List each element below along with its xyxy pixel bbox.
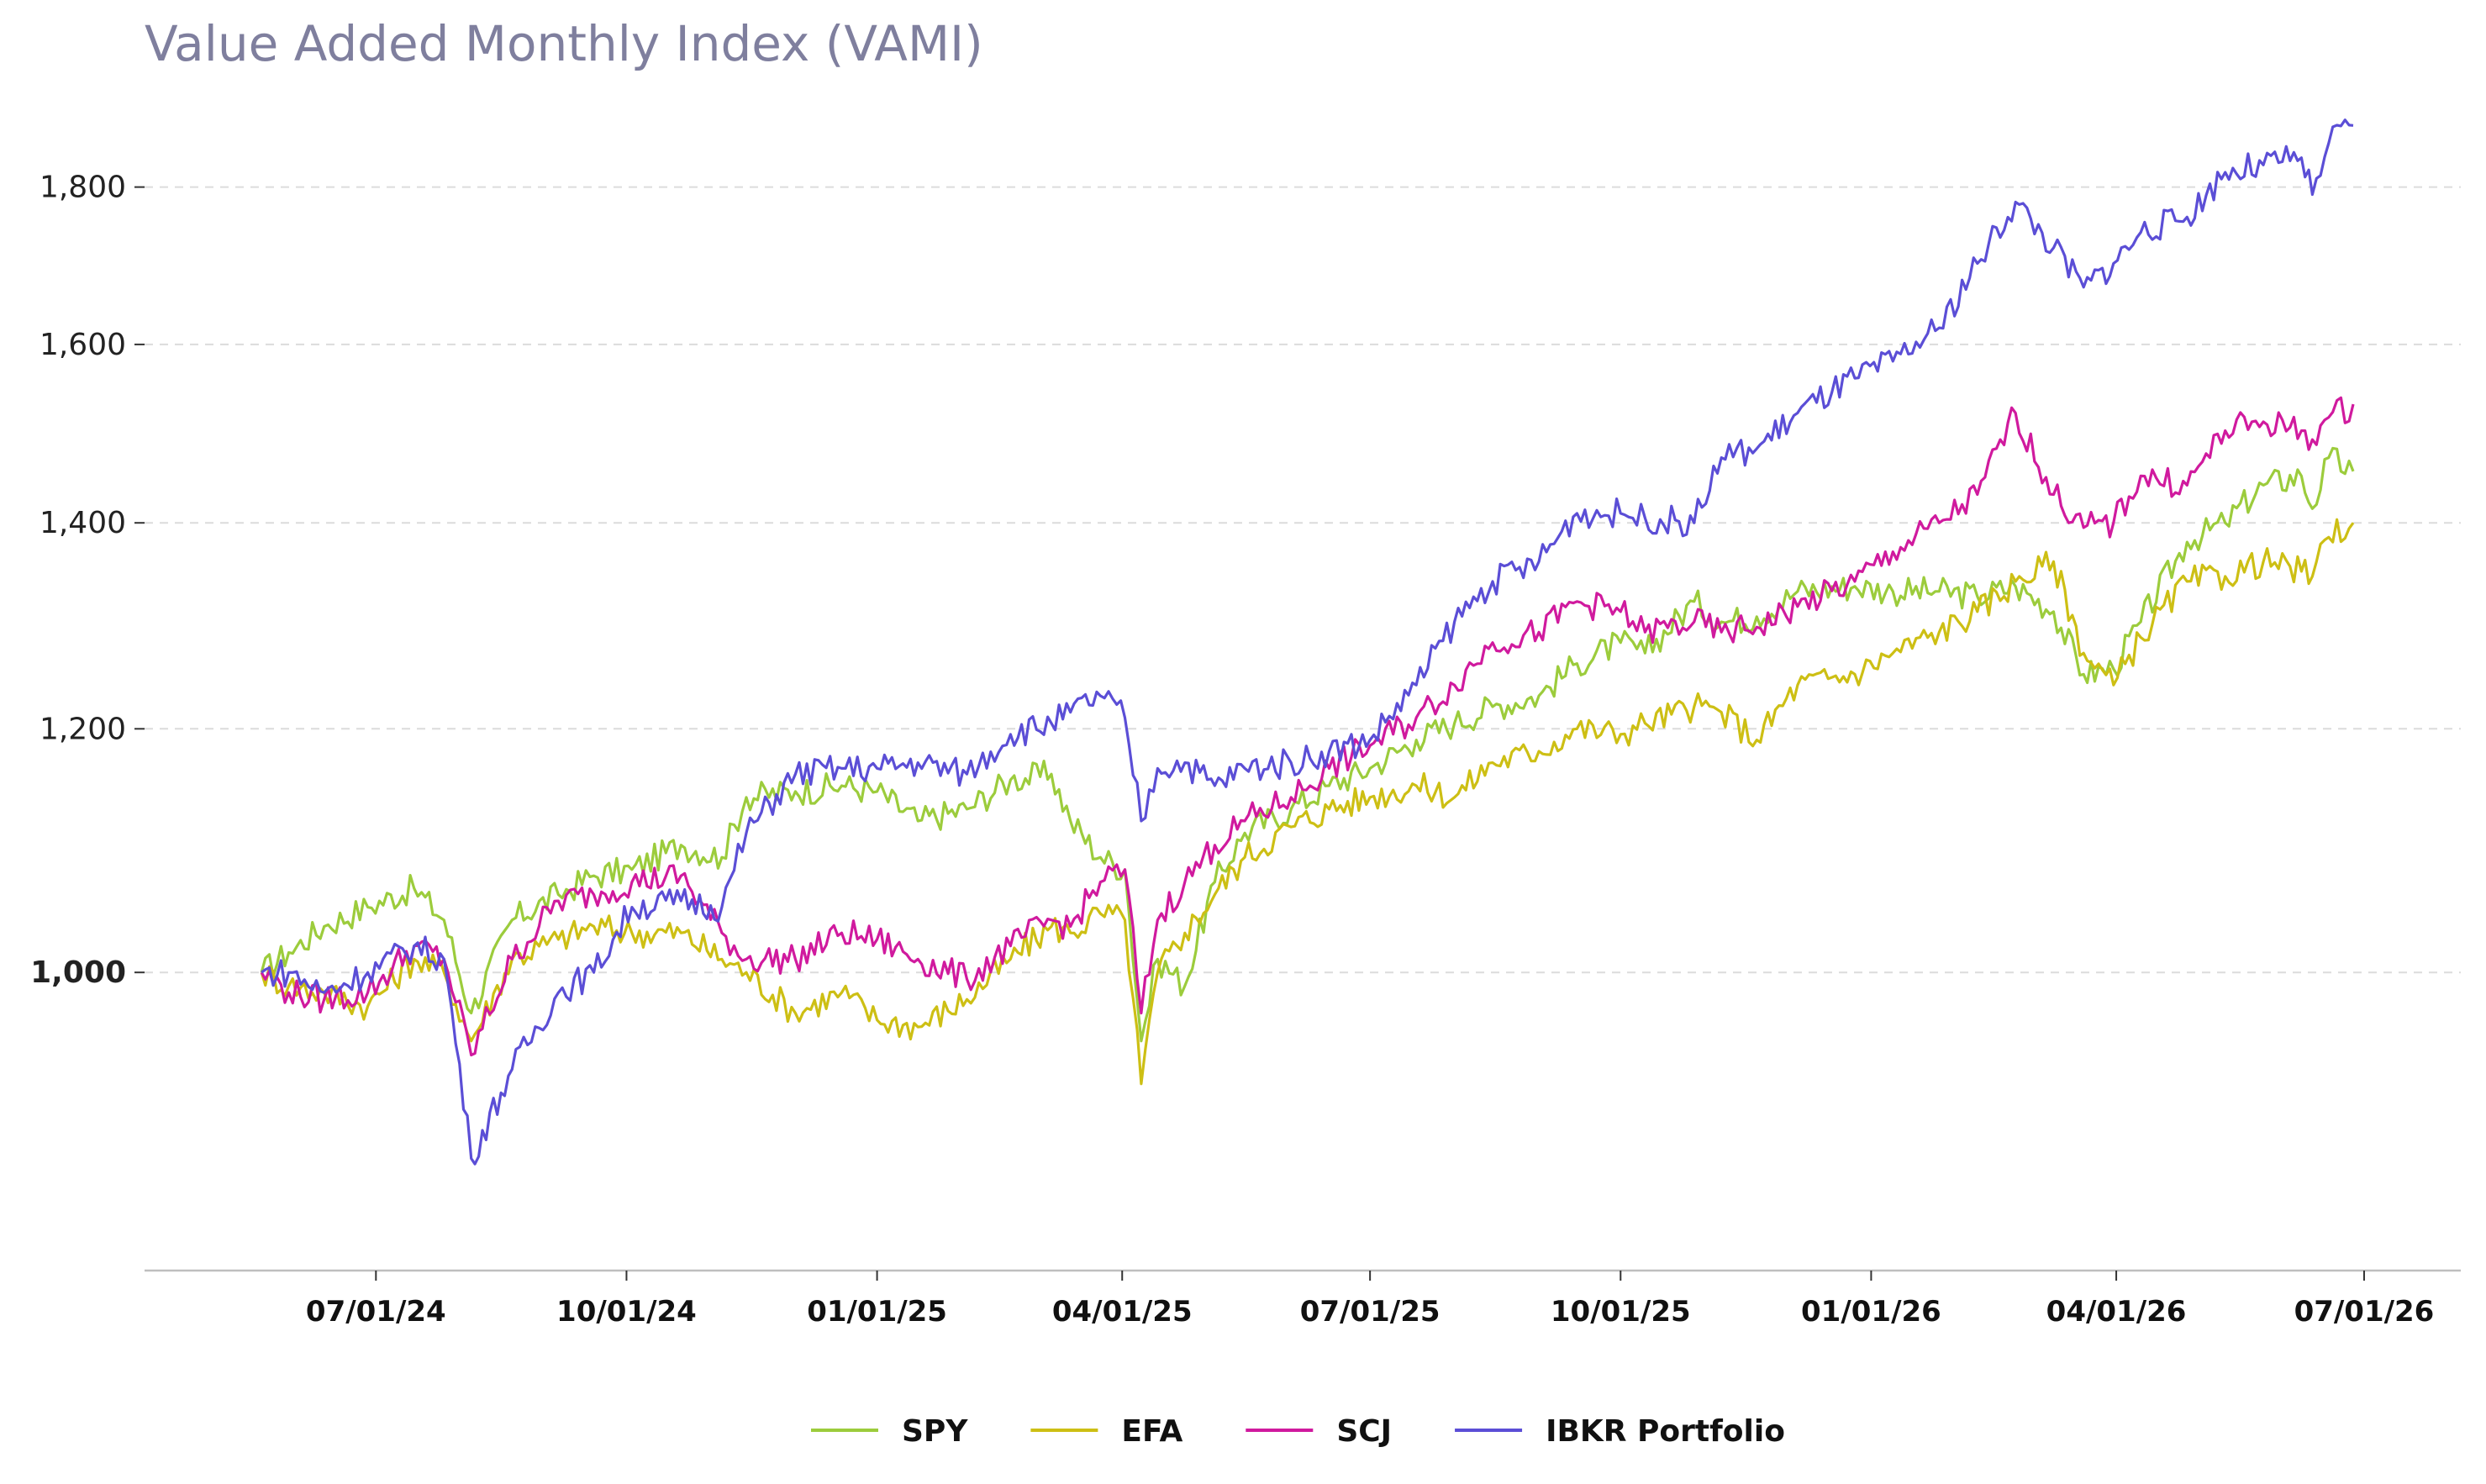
x-tick-label: 07/01/26 bbox=[2294, 1295, 2435, 1329]
x-tick-label: 07/01/25 bbox=[1300, 1295, 1441, 1329]
x-tick-label: 07/01/24 bbox=[306, 1295, 446, 1329]
x-tick-label: 01/01/26 bbox=[1801, 1295, 1941, 1329]
y-axis-ticks: 1,000 1,200 1,400 1,600 1,800 bbox=[30, 171, 145, 990]
x-tick-label: 10/01/24 bbox=[556, 1295, 697, 1329]
legend-item[interactable]: SPY bbox=[811, 1414, 968, 1449]
x-tick-label: 10/01/25 bbox=[1551, 1295, 1691, 1329]
legend-item[interactable]: EFA bbox=[1030, 1414, 1182, 1449]
legend-label: EFA bbox=[1121, 1414, 1182, 1449]
y-tick-label: 1,400 bbox=[40, 506, 126, 540]
legend-item[interactable]: SCJ bbox=[1246, 1414, 1392, 1449]
y-tick-label: 1,200 bbox=[40, 712, 126, 746]
series-lines bbox=[260, 118, 2355, 1166]
y-tick-label: 1,600 bbox=[40, 328, 126, 362]
x-tick-label: 01/01/25 bbox=[807, 1295, 947, 1329]
legend-item[interactable]: IBKR Portfolio bbox=[1455, 1414, 1785, 1449]
x-tick-label: 04/01/25 bbox=[1052, 1295, 1193, 1329]
y-tick-label: 1,000 bbox=[30, 955, 126, 990]
x-tick-label: 04/01/26 bbox=[2046, 1295, 2187, 1329]
series-line-efa bbox=[260, 518, 2355, 1086]
series-line-spy bbox=[260, 446, 2355, 1043]
x-axis: 07/01/24 10/01/24 01/01/25 04/01/25 07/01/25… bbox=[145, 1269, 2461, 1329]
legend: SPY EFA SCJ IBKR Portfolio bbox=[811, 1414, 1785, 1449]
legend-label: SCJ bbox=[1336, 1414, 1392, 1449]
series-line-scj bbox=[260, 396, 2355, 1057]
chart-title: Value Added Monthly Index (VAMI) bbox=[145, 15, 983, 72]
legend-label: SPY bbox=[902, 1414, 968, 1449]
series-line-ibkr-portfolio bbox=[261, 118, 2354, 1166]
gridlines bbox=[145, 186, 2461, 974]
legend-label: IBKR Portfolio bbox=[1546, 1414, 1785, 1449]
y-tick-label: 1,800 bbox=[40, 171, 126, 205]
